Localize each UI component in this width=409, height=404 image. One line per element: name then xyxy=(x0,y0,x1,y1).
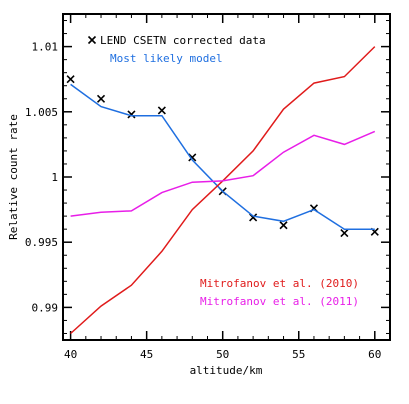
legend-marker-lend xyxy=(87,35,97,45)
data-point-marker xyxy=(66,75,75,84)
marker-stroke xyxy=(370,227,379,236)
marker-stroke xyxy=(279,221,288,230)
label-mitrofanov-2010: Mitrofanov et al. (2010) xyxy=(200,277,359,290)
legend-label-lend: LEND CSETN corrected data xyxy=(100,34,266,47)
marker-stroke xyxy=(188,153,197,162)
data-point-marker xyxy=(127,110,136,119)
x-tick-label: 55 xyxy=(292,348,305,361)
series-line-3 xyxy=(70,130,376,217)
marker-stroke xyxy=(96,94,106,103)
legend-x-stroke xyxy=(87,35,97,45)
label-mitrofanov-2011: Mitrofanov et al. (2011) xyxy=(200,295,359,308)
marker-stroke xyxy=(157,106,166,115)
data-point-marker xyxy=(279,221,288,230)
y-tick-label: 1.005 xyxy=(25,106,58,119)
plot-frame xyxy=(62,13,391,341)
data-point-marker xyxy=(188,153,197,162)
ticks-layer: 40 45 50 55 60 0.99 0.995 1 1.005 1.01 xyxy=(25,14,391,361)
x-tick-label: 45 xyxy=(140,348,153,361)
marker-stroke xyxy=(66,75,75,84)
y-axis-title: Relative count rate xyxy=(7,114,20,240)
x-tick-label: 40 xyxy=(64,348,77,361)
marker-stroke xyxy=(249,213,258,222)
y-tick-label: 1 xyxy=(51,171,58,184)
x-tick-label: 60 xyxy=(368,348,381,361)
series-layer xyxy=(66,46,379,335)
series-line-2 xyxy=(70,46,376,335)
data-point-marker xyxy=(340,229,349,238)
marker-stroke xyxy=(340,229,349,238)
data-point-marker xyxy=(96,94,106,103)
legend: LEND CSETN corrected data Most likely mo… xyxy=(87,34,266,65)
series-line-1 xyxy=(70,83,375,230)
legend-label-model: Most likely model xyxy=(110,52,223,65)
x-axis-title: altitude/km xyxy=(190,364,263,377)
y-tick-label: 0.995 xyxy=(25,236,58,249)
data-point-marker xyxy=(157,106,166,115)
y-tick-label: 0.99 xyxy=(32,301,59,314)
marker-stroke xyxy=(127,110,136,119)
x-tick-label: 50 xyxy=(216,348,229,361)
y-tick-label: 1.01 xyxy=(32,41,59,54)
